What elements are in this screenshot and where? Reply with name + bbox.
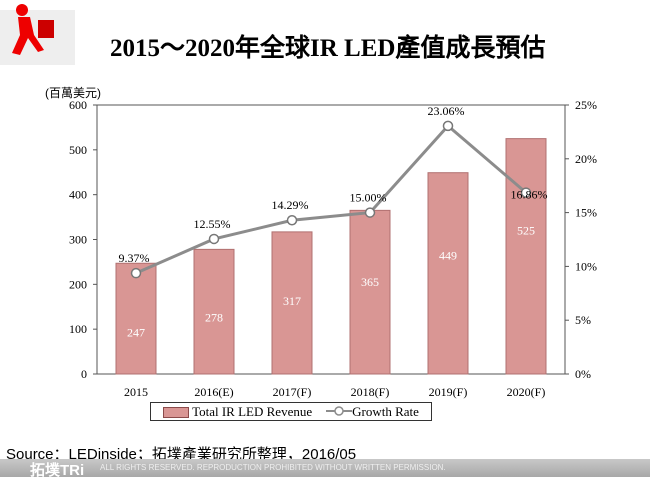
growth-point <box>208 233 220 245</box>
footer-rights: ALL RIGHTS RESERVED. REPRODUCTION PROHIB… <box>100 463 446 472</box>
bar <box>427 172 469 375</box>
growth-point <box>442 120 454 132</box>
y2-tick-label: 0% <box>575 367 591 381</box>
bar-data-label: 317 <box>283 294 301 308</box>
plot-frame <box>96 104 566 375</box>
growth-data-label: 12.55% <box>194 217 231 231</box>
legend-item-revenue: Total IR LED Revenue <box>163 404 312 420</box>
footer-brand: 拓墣TRi <box>30 462 85 479</box>
x-tick-label: 2018(F) <box>351 385 390 399</box>
y-tick-label: 400 <box>69 188 87 202</box>
y-tick-label: 100 <box>69 322 87 336</box>
y-tick-label: 0 <box>81 367 87 381</box>
x-tick-label: 2017(F) <box>273 385 312 399</box>
y2-tick-label: 5% <box>575 313 591 327</box>
footer-bar: 拓墣TRi ALL RIGHTS RESERVED. REPRODUCTION … <box>0 459 650 479</box>
chart: (百萬美元) 0 100 200 300 400 500 600 0% 5% 10% 15% 20% 25… <box>45 86 597 399</box>
legend-label-revenue: Total IR LED Revenue <box>192 403 313 419</box>
y2-tick-label: 20% <box>575 152 597 166</box>
bar <box>349 209 391 375</box>
bar <box>271 231 313 375</box>
legend-line-marker-icon <box>326 405 353 416</box>
y2-tick-label: 10% <box>575 259 597 273</box>
y-tick-label: 500 <box>69 143 87 157</box>
legend-label-growth: Growth Rate <box>352 403 419 419</box>
y2-tick-label: 25% <box>575 98 597 112</box>
growth-point <box>130 267 142 279</box>
x-tick-label: 2015 <box>124 385 148 399</box>
bar <box>115 262 157 375</box>
growth-data-label: 14.29% <box>272 198 309 212</box>
bar-data-label: 525 <box>517 223 535 237</box>
bar-data-label: 365 <box>361 275 379 289</box>
legend-item-growth: Growth Rate <box>326 404 419 420</box>
growth-data-label: 9.37% <box>119 251 150 265</box>
growth-data-label: 16.86% <box>511 188 548 202</box>
growth-data-label: 23.06% <box>428 104 465 118</box>
x-tick-label: 2020(F) <box>507 385 546 399</box>
growth-point <box>520 187 532 198</box>
growth-line <box>135 123 527 275</box>
legend-bar-swatch <box>163 407 190 419</box>
x-tick-label: 2019(F) <box>429 385 468 399</box>
growth-data-label: 15.00% <box>350 191 387 205</box>
page-title: 2015～2020年全球IR LED產值成長預估 <box>110 35 546 62</box>
bar-data-label: 278 <box>205 311 223 325</box>
legend: Total IR LED Revenue Growth Rate <box>150 402 432 421</box>
source-note: Source：LEDinside；拓墣產業研究所整理，2016/05 <box>6 446 357 463</box>
y-tick-label: 600 <box>69 98 87 112</box>
logo-running-man-icon <box>0 4 75 65</box>
y-axis-title: (百萬美元) <box>45 86 101 100</box>
growth-point <box>364 207 376 218</box>
y-tick-label: 300 <box>69 233 87 247</box>
bar-data-label: 449 <box>439 248 457 262</box>
y2-tick-label: 15% <box>575 206 597 220</box>
bar-data-label: 247 <box>127 326 145 340</box>
bar <box>505 138 547 375</box>
bar <box>193 248 235 375</box>
x-tick-label: 2016(E) <box>194 385 233 399</box>
growth-point <box>286 214 298 226</box>
y-tick-label: 200 <box>69 277 87 291</box>
